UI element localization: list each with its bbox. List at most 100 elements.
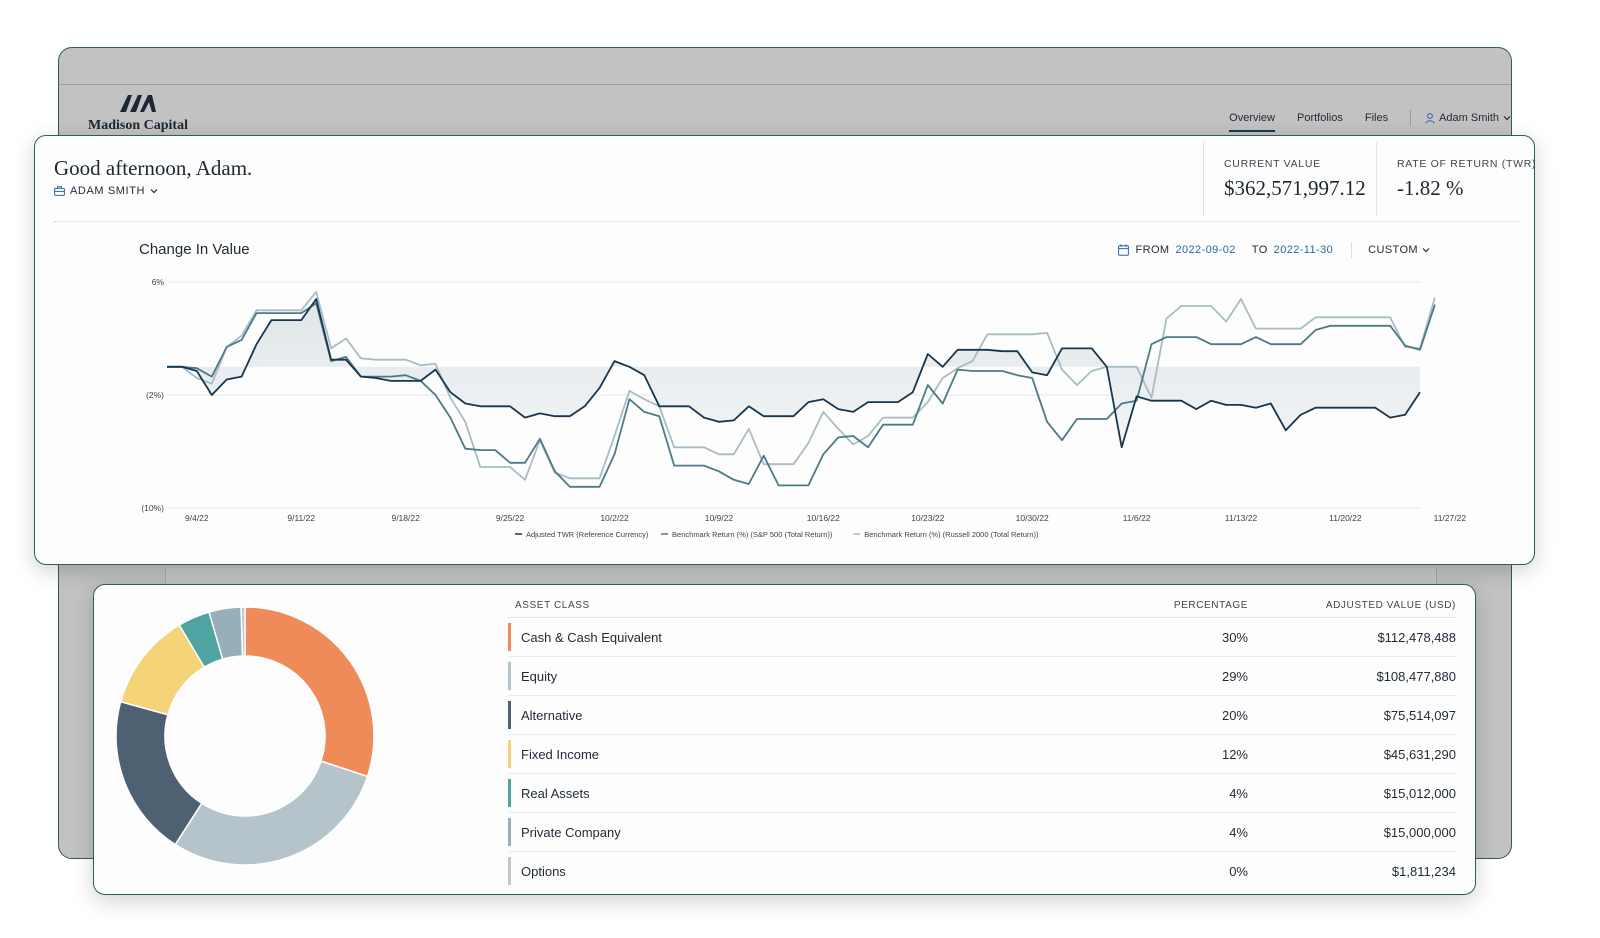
x-tick-label: 11/6/22 — [1123, 513, 1151, 523]
x-tick-label: 10/16/22 — [807, 513, 840, 523]
user-menu[interactable]: Adam Smith — [1425, 112, 1511, 124]
table-row[interactable]: Options 0% $1,811,234 — [508, 852, 1456, 890]
asset-class-name: Options — [521, 863, 566, 879]
x-tick-label: 10/23/22 — [911, 513, 944, 523]
header-percentage[interactable]: PERCENTAGE — [1173, 599, 1248, 611]
table-row[interactable]: Cash & Cash Equivalent 30% $112,478,488 — [508, 618, 1456, 657]
to-date[interactable]: 2022-11-30 — [1273, 244, 1334, 256]
table-row[interactable]: Real Assets 4% $15,012,000 — [508, 774, 1456, 813]
asset-percentage: 12% — [1221, 746, 1248, 762]
x-tick-label: 9/18/22 — [391, 513, 420, 523]
x-tick-label: 11/13/22 — [1225, 513, 1258, 523]
allocation-table: ASSET CLASS PERCENTAGE ADJUSTED VALUE (U… — [508, 593, 1456, 890]
current-value-label: CURRENT VALUE — [1224, 158, 1321, 170]
from-label: FROM — [1135, 244, 1170, 256]
table-row[interactable]: Alternative 20% $75,514,097 — [508, 696, 1456, 735]
brand-logo[interactable]: Madison Capital — [83, 92, 193, 134]
twr-shaded-area — [167, 299, 1420, 448]
rate-of-return-kpi: RATE OF RETURN (TWR) -1.82 % — [1376, 142, 1536, 216]
x-tick-label: 9/25/22 — [496, 513, 525, 523]
nav-overview[interactable]: Overview — [1229, 112, 1275, 132]
x-tick-label: 10/2/22 — [600, 513, 629, 523]
rate-of-return-label: RATE OF RETURN (TWR) — [1397, 158, 1537, 170]
asset-adjusted-value: $15,000,000 — [1383, 824, 1456, 840]
asset-adjusted-value: $108,477,880 — [1376, 668, 1456, 684]
from-date[interactable]: 2022-09-02 — [1175, 244, 1236, 256]
y-tick-label: 6% — [152, 277, 165, 287]
donut-slice[interactable] — [244, 606, 375, 778]
category-color-swatch — [508, 701, 511, 729]
table-row[interactable]: Equity 29% $108,477,880 — [508, 657, 1456, 696]
nav-divider — [1410, 110, 1412, 126]
asset-percentage: 4% — [1229, 785, 1248, 801]
section-divider — [54, 221, 1520, 222]
category-color-swatch — [508, 779, 511, 807]
to-label: TO — [1251, 244, 1268, 256]
nav-files[interactable]: Files — [1364, 112, 1389, 124]
asset-percentage: 20% — [1221, 707, 1248, 723]
chevron-down-icon — [1422, 248, 1430, 253]
x-tick-label: 11/20/22 — [1329, 513, 1362, 523]
legend-item[interactable]: Benchmark Return (%) (Russell 2000 (Tota… — [853, 530, 1039, 539]
legend-label: Benchmark Return (%) (S&P 500 (Total Ret… — [672, 530, 833, 539]
chevron-down-icon — [1503, 116, 1511, 121]
asset-class-name: Alternative — [521, 707, 583, 723]
window-titlebar — [59, 48, 1511, 85]
donut-slice[interactable] — [174, 760, 369, 866]
legend-label: Benchmark Return (%) (Russell 2000 (Tota… — [864, 530, 1039, 539]
asset-adjusted-value: $112,478,488 — [1377, 629, 1456, 645]
asset-adjusted-value: $15,012,000 — [1383, 785, 1456, 801]
chevron-down-icon — [150, 189, 158, 194]
category-color-swatch — [508, 857, 511, 885]
legend-label: Adjusted TWR (Reference Currency) — [526, 530, 649, 539]
range-option-dropdown[interactable]: CUSTOM — [1368, 244, 1430, 256]
briefcase-icon — [54, 186, 65, 196]
asset-allocation-card: ASSET CLASS PERCENTAGE ADJUSTED VALUE (U… — [93, 584, 1476, 895]
date-range-selector: FROM 2022-09-02 TO 2022-11-30 CUSTOM — [1117, 242, 1430, 258]
account-selector[interactable]: ADAM SMITH — [54, 185, 158, 197]
logo-mark-icon — [120, 95, 156, 112]
legend-item[interactable]: Benchmark Return (%) (S&P 500 (Total Ret… — [661, 530, 833, 539]
header-adjusted-value[interactable]: ADJUSTED VALUE (USD) — [1325, 599, 1456, 611]
table-body: Cash & Cash Equivalent 30% $112,478,488 Equ… — [508, 618, 1456, 890]
asset-class-name: Cash & Cash Equivalent — [521, 629, 662, 645]
table-row[interactable]: Private Company 4% $15,000,000 — [508, 813, 1456, 852]
asset-class-name: Fixed Income — [521, 746, 600, 762]
date-range-divider — [1351, 242, 1353, 258]
series-line-0[interactable] — [167, 298, 1421, 449]
asset-adjusted-value: $75,514,097 — [1383, 707, 1456, 723]
change-in-value-chart: 6% (2%) (10%) 9/4/22 9/11/22 9/18/22 9/25/22 1… — [141, 277, 1467, 539]
user-icon — [1425, 112, 1435, 124]
account-name: ADAM SMITH — [70, 185, 146, 197]
series-line-1[interactable] — [167, 302, 1436, 488]
series-line-2[interactable] — [167, 290, 1436, 481]
brand-name: Madison Capital — [88, 118, 188, 133]
x-tick-label: 10/30/22 — [1016, 513, 1049, 523]
range-option-label: CUSTOM — [1368, 244, 1418, 256]
y-tick-label: (2%) — [146, 390, 164, 400]
asset-percentage: 29% — [1221, 668, 1248, 684]
nav-portfolios[interactable]: Portfolios — [1296, 112, 1343, 124]
asset-class-name: Real Assets — [521, 785, 590, 801]
top-nav: Overview Portfolios Files Adam Smith — [1229, 108, 1511, 132]
asset-percentage: 0% — [1229, 863, 1248, 879]
table-header: ASSET CLASS PERCENTAGE ADJUSTED VALUE (U… — [508, 593, 1456, 618]
category-color-swatch — [508, 818, 511, 846]
category-color-swatch — [508, 740, 511, 768]
donut-slice[interactable] — [115, 700, 203, 846]
legend-item[interactable]: Adjusted TWR (Reference Currency) — [515, 530, 649, 539]
x-tick-label: 10/9/22 — [705, 513, 734, 523]
user-name: Adam Smith — [1439, 112, 1499, 124]
asset-percentage: 30% — [1221, 629, 1248, 645]
donut-slice[interactable] — [240, 606, 246, 657]
asset-percentage: 4% — [1229, 824, 1248, 840]
x-tick-label: 11/27/22 — [1434, 513, 1467, 523]
current-value-kpi: CURRENT VALUE $362,571,997.12 — [1203, 142, 1366, 216]
category-color-swatch — [508, 623, 511, 651]
header-asset-class[interactable]: ASSET CLASS — [515, 599, 590, 611]
x-tick-label: 9/11/22 — [287, 513, 315, 523]
table-row[interactable]: Fixed Income 12% $45,631,290 — [508, 735, 1456, 774]
current-value: $362,571,997.12 — [1224, 176, 1366, 200]
x-tick-label: 9/4/22 — [185, 513, 209, 523]
calendar-icon[interactable] — [1117, 244, 1129, 256]
